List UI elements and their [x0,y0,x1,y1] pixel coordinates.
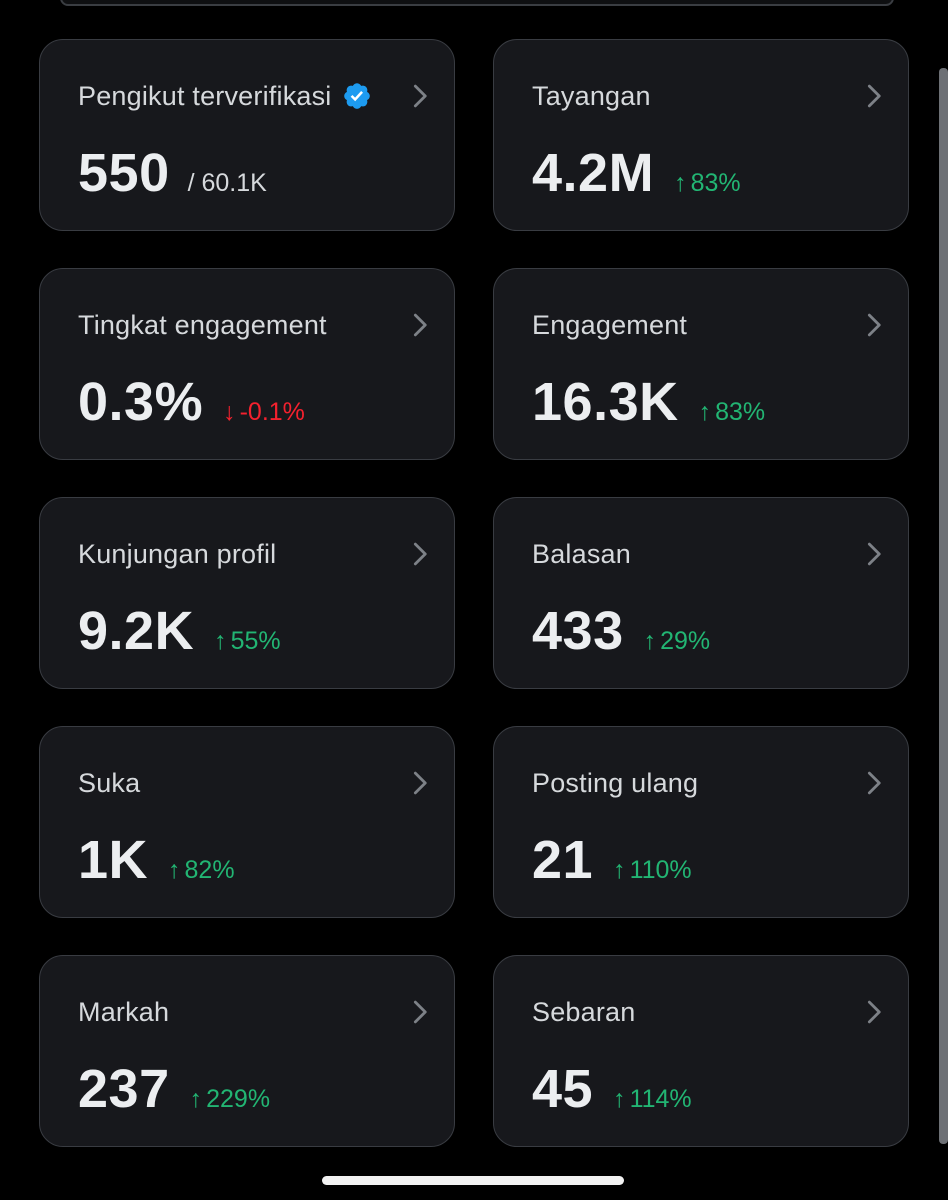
card-title: Engagement [532,309,688,340]
card-total: / 60.1K [187,169,267,197]
scrollbar[interactable] [939,68,948,1144]
card-change: ↓ -0.1% [223,398,305,427]
card-value: 237 [78,1059,170,1119]
card-value: 550 [78,143,170,203]
card-verified-followers[interactable]: Pengikut terverifikasi 550 / 60.1K [39,39,455,231]
card-impressions[interactable]: Tayangan 4.2M ↑ 83% [493,39,909,231]
chevron-right-icon[interactable] [860,311,888,339]
card-value: 1K [78,830,149,890]
home-indicator[interactable] [322,1176,624,1185]
card-title: Balasan [532,538,631,569]
arrow-up-icon: ↑ [674,169,687,197]
card-value-row: 16.3K ↑ 83% [532,371,765,437]
card-value-row: 237 ↑ 229% [78,1058,270,1124]
card-reposts[interactable]: Posting ulang 21 ↑ 110% [493,726,909,918]
chevron-right-icon[interactable] [406,82,434,110]
card-change: ↑ 82% [168,856,235,885]
chevron-right-icon[interactable] [860,540,888,568]
chevron-right-icon[interactable] [406,998,434,1026]
card-value-row: 45 ↑ 114% [532,1058,692,1124]
arrow-up-icon: ↑ [698,398,712,426]
arrow-down-icon: ↓ [223,398,236,426]
card-value: 433 [532,601,624,661]
change-value: 110% [629,856,692,884]
card-title: Pengikut terverifikasi [78,80,332,111]
arrow-up-icon: ↑ [189,1085,203,1113]
change-value: 55% [230,627,281,655]
card-engagement[interactable]: Engagement 16.3K ↑ 83% [493,268,909,460]
chevron-right-icon[interactable] [406,540,434,568]
card-profile-visits[interactable]: Kunjungan profil 9.2K ↑ 55% [39,497,455,689]
card-change: ↑ 110% [613,856,692,885]
top-card-edge [60,0,894,6]
change-value: 83% [715,398,766,426]
change-value: 229% [206,1085,271,1113]
card-change: ↑ 229% [190,1085,270,1114]
card-title: Tayangan [532,80,651,111]
arrow-up-icon: ↑ [613,856,626,884]
card-value-row: 4.2M ↑ 83% [532,142,741,208]
card-value: 45 [532,1059,594,1119]
card-value-row: 9.2K ↑ 55% [78,600,281,666]
card-value-row: 0.3% ↓ -0.1% [78,371,305,437]
change-value: 83% [690,169,741,197]
card-title: Markah [78,996,170,1027]
card-change: ↑ 29% [644,627,711,656]
card-engagement-rate[interactable]: Tingkat engagement 0.3% ↓ -0.1% [39,268,455,460]
change-value: 29% [660,627,711,655]
arrow-up-icon: ↑ [643,627,657,655]
card-change: ↑ 83% [699,398,766,427]
chevron-right-icon[interactable] [406,311,434,339]
arrow-up-icon: ↑ [168,856,181,884]
card-shares[interactable]: Sebaran 45 ↑ 114% [493,955,909,1147]
card-value-row: 21 ↑ 110% [532,829,692,895]
card-change: ↑ 114% [613,1085,692,1114]
chevron-right-icon[interactable] [860,82,888,110]
card-change: ↑ 55% [214,627,281,656]
change-value: 114% [629,1085,692,1113]
card-replies[interactable]: Balasan 433 ↑ 29% [493,497,909,689]
card-title-wrap: Pengikut terverifikasi [78,76,372,116]
card-value-row: 550 / 60.1K [78,142,267,208]
card-title: Sebaran [532,996,636,1027]
card-change: ↑ 83% [674,169,741,198]
card-value: 21 [532,830,594,890]
card-value-row: 433 ↑ 29% [532,600,710,666]
card-title: Tingkat engagement [78,309,327,340]
card-title: Posting ulang [532,767,699,798]
card-value: 0.3% [78,372,204,432]
change-value: 82% [184,856,235,884]
card-title: Suka [78,767,141,798]
chevron-right-icon[interactable] [860,998,888,1026]
analytics-grid: Pengikut terverifikasi 550 / 60.1K Tayan… [39,39,909,1147]
card-title: Kunjungan profil [78,538,277,569]
card-value: 4.2M [532,143,655,203]
arrow-up-icon: ↑ [613,1085,626,1113]
card-likes[interactable]: Suka 1K ↑ 82% [39,726,455,918]
chevron-right-icon[interactable] [406,769,434,797]
card-value: 9.2K [78,601,195,661]
card-bookmarks[interactable]: Markah 237 ↑ 229% [39,955,455,1147]
card-value-row: 1K ↑ 82% [78,829,235,895]
verified-badge-icon [343,83,370,109]
card-value: 16.3K [532,372,679,432]
chevron-right-icon[interactable] [860,769,888,797]
change-value: -0.1% [239,398,305,426]
arrow-up-icon: ↑ [214,627,227,655]
